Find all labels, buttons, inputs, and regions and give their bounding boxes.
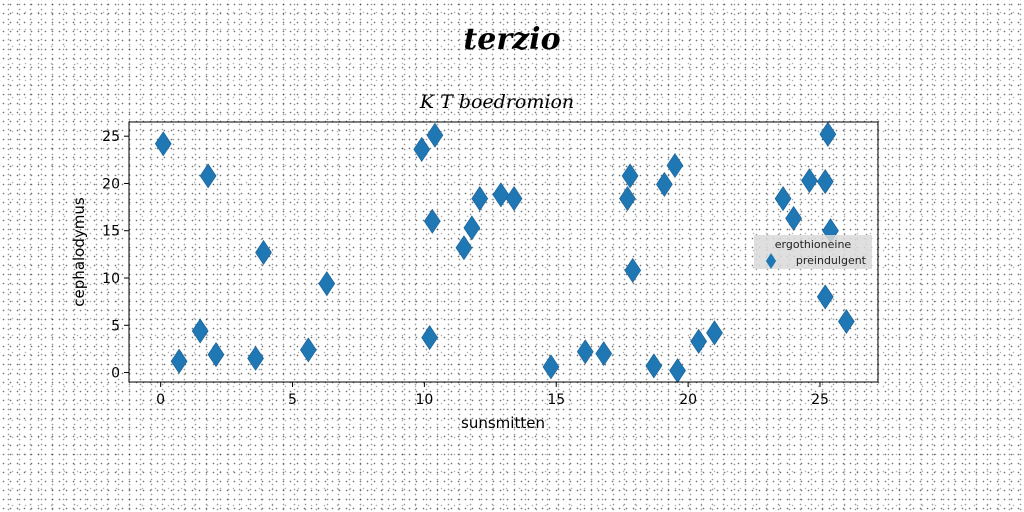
- data-point: [191, 318, 209, 344]
- y-tick-label: 20: [102, 176, 120, 192]
- data-point: [455, 235, 473, 261]
- data-point: [837, 308, 855, 335]
- x-axis-label: sunsmitten: [461, 414, 545, 432]
- data-point: [170, 348, 188, 374]
- axis-ticks: 0 5 10 15 20 25 0 5 10 15 20 25: [102, 129, 829, 408]
- data-point: [816, 169, 834, 195]
- y-tick-label: 0: [111, 366, 120, 382]
- data-point: [816, 284, 834, 310]
- data-point: [247, 345, 264, 371]
- data-point: [801, 168, 818, 194]
- data-point: [656, 171, 673, 197]
- data-point: [624, 257, 642, 283]
- figure-title: terzio: [463, 22, 561, 57]
- y-tick-label: 5: [111, 318, 120, 334]
- data-point: [207, 342, 225, 368]
- data-point: [299, 337, 317, 363]
- legend-marker: [765, 253, 777, 269]
- data-point: [318, 271, 336, 297]
- data-point: [785, 205, 802, 231]
- y-tick-label: 15: [102, 224, 120, 240]
- data-point: [154, 131, 172, 157]
- data-point: [706, 320, 723, 346]
- data-point: [774, 186, 792, 212]
- data-point: [542, 354, 560, 380]
- data-point: [421, 325, 439, 351]
- y-axis-label: cephalodymus: [70, 197, 88, 307]
- data-point: [426, 122, 444, 148]
- x-tick-label: 15: [547, 392, 565, 408]
- data-points: [154, 121, 855, 384]
- data-point: [505, 186, 523, 212]
- data-point: [471, 186, 489, 212]
- y-tick-label: 25: [102, 129, 120, 145]
- data-point: [423, 208, 441, 234]
- data-point: [255, 239, 272, 266]
- data-point: [463, 215, 481, 241]
- x-tick-label: 25: [811, 392, 829, 408]
- data-point: [690, 328, 708, 354]
- x-tick-label: 20: [679, 392, 697, 408]
- data-point: [199, 163, 217, 189]
- x-tick-label: 0: [156, 392, 165, 408]
- legend-entry-label: preindulgent: [796, 254, 867, 267]
- plot-frame: [128, 121, 879, 383]
- data-point: [645, 353, 663, 379]
- data-point: [666, 152, 684, 179]
- data-point: [619, 186, 636, 212]
- y-tick-label: 10: [102, 271, 120, 287]
- data-point: [819, 121, 837, 147]
- chart-subtitle: K T boedromion: [419, 91, 574, 113]
- data-point: [621, 163, 639, 189]
- data-point: [492, 182, 510, 208]
- data-point: [576, 339, 594, 365]
- data-point: [669, 358, 686, 384]
- legend: ergothioneine preindulgent: [754, 235, 872, 269]
- data-point: [413, 136, 431, 162]
- x-tick-label: 5: [288, 392, 297, 408]
- data-point: [595, 341, 613, 367]
- x-tick-label: 10: [415, 392, 433, 408]
- legend-title: ergothioneine: [775, 238, 852, 251]
